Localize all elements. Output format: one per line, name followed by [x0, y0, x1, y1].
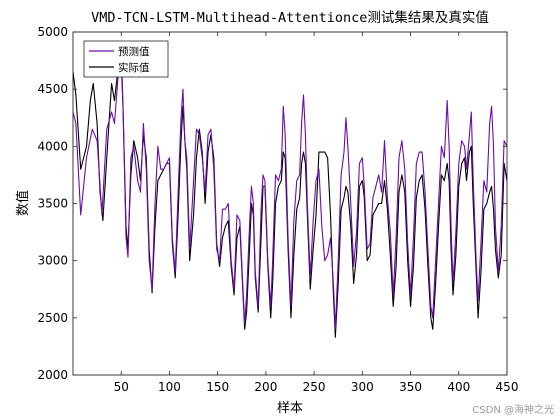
x-axis: 50 100 150 200 250 300 350 400 450: [114, 32, 519, 394]
plot-area: [72, 31, 508, 376]
y-tick-label: 4000: [37, 139, 68, 153]
legend: 预测值 实际值: [83, 40, 169, 78]
watermark: CSDN @海神之光: [472, 405, 554, 416]
x-tick-label: 250: [303, 380, 326, 394]
x-tick-label: 400: [447, 380, 470, 394]
x-tick-label: 200: [254, 380, 277, 394]
x-tick-label: 450: [496, 380, 519, 394]
x-tick-label: 100: [158, 380, 181, 394]
y-tick-label: 3500: [37, 197, 68, 211]
y-tick-label: 5000: [37, 25, 68, 39]
y-axis-label: 数值: [15, 190, 31, 216]
y-tick-label: 2500: [37, 311, 68, 325]
y-tick-label: 2000: [37, 368, 68, 382]
legend-label-predicted: 预测值: [118, 45, 150, 58]
x-axis-label: 样本: [277, 401, 303, 416]
series-line-predicted: [73, 42, 507, 330]
legend-box: [83, 40, 169, 78]
x-tick-label: 350: [399, 380, 422, 394]
x-tick-label: 50: [114, 380, 129, 394]
legend-label-actual: 实际值: [118, 61, 150, 74]
series-line-actual: [73, 60, 507, 338]
y-tick-label: 4500: [37, 82, 68, 96]
y-axis: 2000 2500 3000 3500 4000 4500 5000: [37, 25, 507, 382]
x-tick-label: 150: [206, 380, 229, 394]
chart-title: VMD-TCN-LSTM-Multihead-Attentionce测试集结果及…: [91, 10, 489, 26]
series-layer: [73, 42, 507, 338]
x-tick-label: 300: [351, 380, 374, 394]
y-tick-label: 3000: [37, 254, 68, 268]
